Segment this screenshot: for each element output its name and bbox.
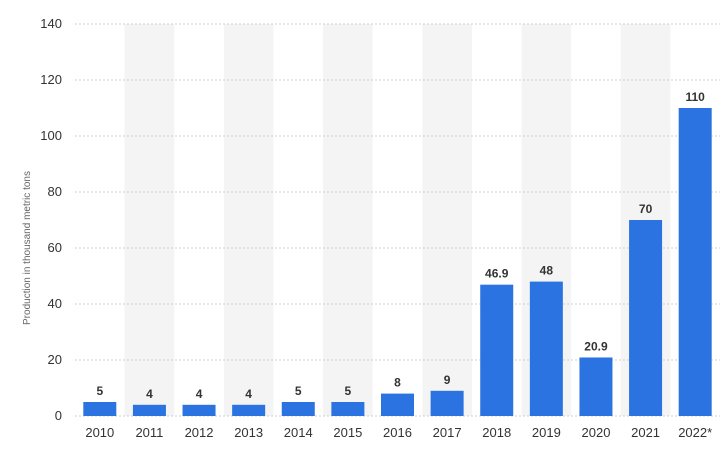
x-tick-label: 2020: [582, 425, 611, 440]
bar: [281, 402, 315, 416]
x-tick-label: 2011: [135, 425, 163, 440]
y-tick-label: 60: [48, 240, 62, 255]
data-label: 5: [345, 384, 352, 398]
bar: [480, 284, 514, 416]
bar: [132, 404, 166, 416]
data-labels: 5 4 4 4 5 5 8 9 46.9 48 20.9 70 110: [96, 90, 705, 401]
x-tick-label: 2013: [234, 425, 263, 440]
bar: [529, 281, 563, 416]
y-tick-label: 140: [40, 16, 62, 31]
data-label: 4: [245, 387, 252, 401]
y-tick-label: 40: [48, 296, 62, 311]
column-band: [323, 24, 373, 416]
x-tick-label: 2015: [333, 425, 362, 440]
bar: [579, 357, 613, 416]
data-label: 46.9: [485, 267, 509, 281]
x-tick-label: 2014: [284, 425, 313, 440]
data-label: 48: [540, 264, 554, 278]
data-label: 70: [639, 202, 653, 216]
data-label: 20.9: [584, 339, 608, 353]
x-tick-label: 2022*: [678, 425, 712, 440]
bar: [83, 402, 117, 416]
data-label: 9: [444, 373, 451, 387]
data-label: 8: [394, 376, 401, 390]
x-tick-label: 2016: [383, 425, 412, 440]
x-tick-label: 2018: [482, 425, 511, 440]
bar: [381, 393, 414, 416]
bar: [430, 390, 464, 416]
y-tick-label: 100: [40, 128, 62, 143]
column-band: [124, 24, 175, 416]
y-tick-label: 20: [48, 352, 62, 367]
data-label: 5: [96, 384, 103, 398]
data-label: 4: [146, 387, 153, 401]
bar: [629, 220, 663, 416]
alternating-column-bands: [124, 24, 671, 416]
y-axis-label: Production in thousand metric tons: [22, 171, 33, 325]
x-axis-ticks: 2010 2011 2012 2013 2014 2015 2016 2017 2018 2019…: [85, 425, 712, 440]
column-band: [422, 24, 472, 416]
column-band: [223, 24, 274, 416]
gridlines: [75, 23, 720, 417]
bar: [232, 404, 266, 416]
bar: [678, 108, 712, 416]
y-tick-label: 80: [48, 184, 62, 199]
data-label: 5: [295, 384, 302, 398]
y-axis-ticks: 0 20 40 60 80 100 120 140: [40, 16, 62, 423]
x-tick-label: 2010: [85, 425, 114, 440]
x-tick-label: 2017: [433, 425, 462, 440]
bar: [331, 402, 365, 416]
x-tick-label: 2019: [532, 425, 561, 440]
bar: [182, 404, 216, 416]
y-tick-label: 120: [40, 72, 62, 87]
y-tick-label: 0: [55, 408, 62, 423]
data-label: 110: [686, 90, 706, 104]
x-tick-label: 2012: [185, 425, 214, 440]
data-label: 4: [196, 387, 203, 401]
bars: [83, 108, 712, 416]
x-tick-label: 2021: [631, 425, 660, 440]
